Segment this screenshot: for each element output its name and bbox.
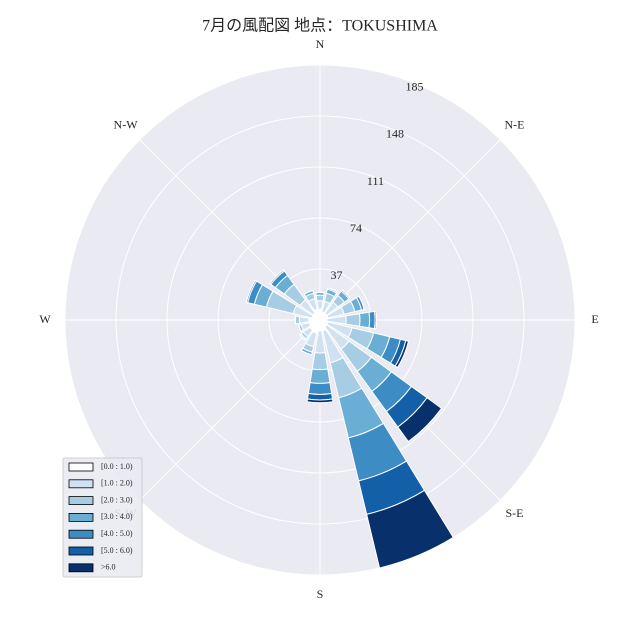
- chart-title: 7月の風配図 地点：TOKUSHIMA: [202, 17, 438, 35]
- direction-label: S: [317, 587, 324, 601]
- bar-segment: [397, 397, 443, 443]
- legend-label: [3.0 : 4.0): [101, 512, 133, 521]
- bar-segment: [301, 350, 312, 356]
- legend-label: [1.0 : 2.0): [101, 479, 133, 488]
- r-tick-label: 74: [350, 221, 362, 235]
- legend-label: [2.0 : 3.0): [101, 495, 133, 504]
- bar-segment: [316, 300, 324, 310]
- r-tick-label: 111: [367, 174, 384, 188]
- legend-label: [0.0 : 1.0): [101, 462, 133, 471]
- direction-label: N-W: [114, 117, 139, 131]
- bar-segment: [315, 294, 325, 302]
- legend-label: [5.0 : 6.0): [101, 546, 133, 555]
- bar-segment: [366, 489, 454, 569]
- r-tick-label: 148: [386, 127, 404, 141]
- legend-swatch: [68, 496, 94, 506]
- bar-segment: [306, 398, 334, 404]
- direction-label: N: [316, 37, 325, 51]
- legend-label: [4.0 : 5.0): [101, 529, 133, 538]
- bar-segment: [345, 313, 361, 327]
- legend-label: >6.0: [101, 563, 116, 572]
- bar-segment: [303, 290, 314, 295]
- direction-label: E: [591, 312, 598, 326]
- bar-segment: [294, 315, 301, 325]
- bar-segment: [358, 311, 371, 329]
- legend: [0.0 : 1.0) [1.0 : 2.0) [2.0 : 3.0) [3.0 : …: [62, 457, 143, 578]
- r-tick-label: 37: [330, 268, 342, 282]
- bar-segment: [394, 339, 410, 369]
- direction-label: N-E: [504, 117, 524, 131]
- legend-swatch: [68, 479, 94, 489]
- r-tick-label: 185: [406, 80, 424, 94]
- bar-segment: [307, 382, 333, 395]
- legend-swatch: [68, 563, 94, 573]
- bar-segment: [358, 295, 365, 310]
- bar-segment: [311, 352, 329, 371]
- spoke: [139, 319, 321, 501]
- bar-segment: [298, 316, 310, 324]
- bar-segment: [269, 269, 284, 284]
- direction-label: S-E: [505, 506, 523, 520]
- legend-swatch: [68, 529, 94, 539]
- legend-swatch: [68, 513, 94, 522]
- bar-segment: [309, 368, 331, 384]
- direction-label: W: [39, 312, 51, 326]
- legend-swatch: [68, 462, 94, 472]
- legend-swatch: [68, 546, 94, 556]
- spoke: [319, 139, 501, 321]
- bar-segment: [368, 310, 376, 330]
